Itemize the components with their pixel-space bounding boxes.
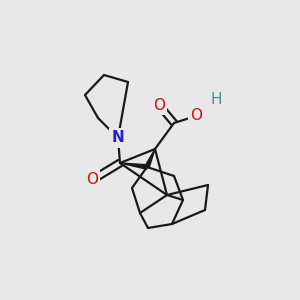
Text: O: O: [190, 109, 202, 124]
Text: H: H: [210, 92, 222, 107]
Text: N: N: [112, 130, 124, 146]
Polygon shape: [120, 163, 147, 169]
Text: O: O: [153, 98, 165, 112]
Text: O: O: [86, 172, 98, 188]
Polygon shape: [145, 149, 155, 168]
